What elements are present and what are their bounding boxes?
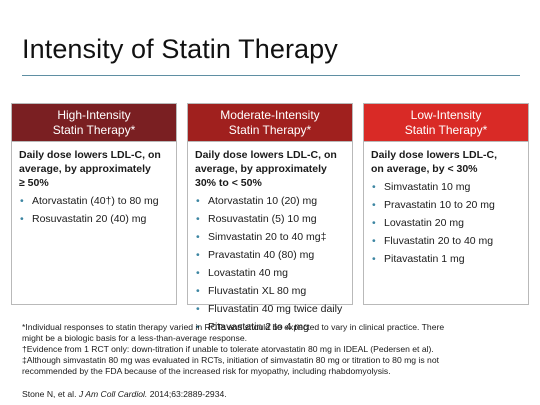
title-divider: [22, 75, 520, 76]
list-item: Pravastatin 10 to 20 mg: [371, 198, 522, 212]
high-desc-line1: Daily dose lowers LDL-C, on: [19, 149, 161, 161]
footnote-line: †Evidence from 1 RCT only: down-titratio…: [22, 344, 434, 354]
low-intensity-header-line1: Low-Intensity: [410, 107, 482, 122]
moderate-intensity-panel: Moderate-Intensity Statin Therapy* Daily…: [187, 103, 353, 334]
moderate-intensity-header-line1: Moderate-Intensity: [220, 107, 320, 122]
moderate-intensity-description: Daily dose lowers LDL-C, on average, by …: [195, 148, 346, 190]
list-item: Pitavastatin 1 mg: [371, 252, 522, 266]
slide-title: Intensity of Statin Therapy: [22, 34, 338, 64]
list-item: Fluvastatin 40 mg twice daily: [195, 302, 346, 316]
moderate-desc-line3: 30% to < 50%: [195, 177, 262, 189]
high-intensity-list: Atorvastatin (40†) to 80 mg Rosuvastatin…: [19, 194, 170, 226]
high-intensity-header-line2: Statin Therapy*: [52, 122, 136, 137]
moderate-desc-line2: average, by approximately: [195, 163, 327, 175]
list-item: Simvastatin 20 to 40 mg‡: [195, 230, 346, 244]
footnotes: *Individual responses to statin therapy …: [22, 322, 527, 377]
low-intensity-description: Daily dose lowers LDL-C, on average, by …: [371, 148, 522, 176]
list-item: Rosuvastatin (5) 10 mg: [195, 212, 346, 226]
citation-journal: J Am Coll Cardiol.: [78, 389, 148, 399]
high-desc-line2: average, by approximately: [19, 163, 151, 175]
list-item: Atorvastatin (40†) to 80 mg: [19, 194, 170, 208]
list-item: Lovastatin 40 mg: [195, 266, 346, 280]
low-intensity-panel: Low-Intensity Statin Therapy* Daily dose…: [363, 103, 529, 305]
list-item: Simvastatin 10 mg: [371, 180, 522, 194]
moderate-desc-line1: Daily dose lowers LDL-C, on: [195, 149, 337, 161]
low-intensity-header: Low-Intensity Statin Therapy*: [364, 104, 528, 142]
moderate-intensity-header-line2: Statin Therapy*: [228, 122, 312, 137]
list-item: Rosuvastatin 20 (40) mg: [19, 212, 170, 226]
list-item: Fluvastatin XL 80 mg: [195, 284, 346, 298]
low-intensity-header-line2: Statin Therapy*: [404, 122, 488, 137]
high-desc-line3: ≥ 50%: [19, 177, 49, 189]
citation-authors: Stone N, et al.: [22, 389, 77, 399]
footnote-line: recommended by the FDA because of the in…: [22, 366, 391, 376]
low-intensity-list: Simvastatin 10 mg Pravastatin 10 to 20 m…: [371, 180, 522, 266]
citation-details: 2014;63:2889-2934.: [149, 389, 227, 399]
moderate-intensity-list: Atorvastatin 10 (20) mg Rosuvastatin (5)…: [195, 194, 346, 334]
high-intensity-header: High-Intensity Statin Therapy*: [12, 104, 176, 142]
low-desc-line1: Daily dose lowers LDL-C,: [371, 149, 498, 161]
high-intensity-description: Daily dose lowers LDL-C, on average, by …: [19, 148, 170, 190]
list-item: Pitavastatin 2 to 4 mg: [195, 320, 346, 334]
high-intensity-header-line1: High-Intensity: [57, 107, 131, 122]
citation: Stone N, et al. J Am Coll Cardiol. 2014;…: [22, 389, 227, 399]
footnote-line: *Individual responses to statin therapy …: [22, 322, 445, 332]
list-item: Pravastatin 40 (80) mg: [195, 248, 346, 262]
list-item: Lovastatin 20 mg: [371, 216, 522, 230]
footnote-line: ‡Although simvastatin 80 mg was evaluate…: [22, 355, 439, 365]
moderate-intensity-header: Moderate-Intensity Statin Therapy*: [188, 104, 352, 142]
list-item: Fluvastatin 20 to 40 mg: [371, 234, 522, 248]
list-item: Atorvastatin 10 (20) mg: [195, 194, 346, 208]
high-intensity-panel: High-Intensity Statin Therapy* Daily dos…: [11, 103, 177, 305]
low-desc-line2: on average, by < 30%: [371, 163, 478, 175]
footnote-line: might be a biologic basis for a less-tha…: [22, 333, 247, 343]
